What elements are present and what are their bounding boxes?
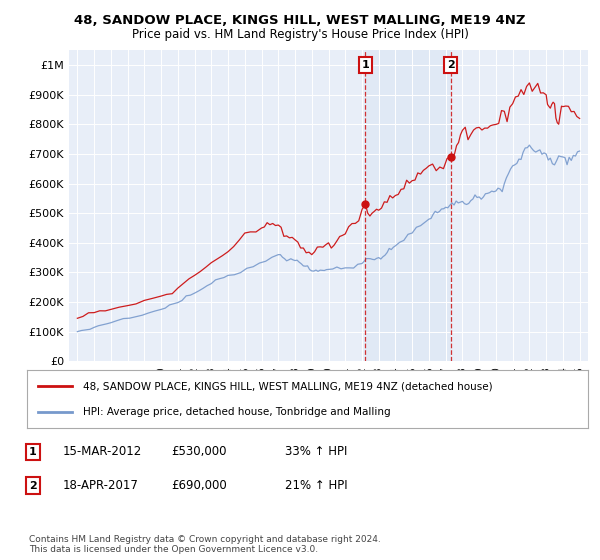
- Text: 33% ↑ HPI: 33% ↑ HPI: [285, 445, 347, 459]
- Text: 2: 2: [447, 60, 455, 70]
- Text: 1: 1: [29, 447, 37, 457]
- Text: 2: 2: [29, 480, 37, 491]
- Text: Contains HM Land Registry data © Crown copyright and database right 2024.
This d: Contains HM Land Registry data © Crown c…: [29, 535, 380, 554]
- Text: 48, SANDOW PLACE, KINGS HILL, WEST MALLING, ME19 4NZ: 48, SANDOW PLACE, KINGS HILL, WEST MALLI…: [74, 14, 526, 27]
- Text: 21% ↑ HPI: 21% ↑ HPI: [285, 479, 347, 492]
- Text: £690,000: £690,000: [171, 479, 227, 492]
- Text: Price paid vs. HM Land Registry's House Price Index (HPI): Price paid vs. HM Land Registry's House …: [131, 28, 469, 41]
- Text: 18-APR-2017: 18-APR-2017: [63, 479, 139, 492]
- Text: 15-MAR-2012: 15-MAR-2012: [63, 445, 142, 459]
- Text: 1: 1: [362, 60, 370, 70]
- Text: HPI: Average price, detached house, Tonbridge and Malling: HPI: Average price, detached house, Tonb…: [83, 407, 391, 417]
- Text: 48, SANDOW PLACE, KINGS HILL, WEST MALLING, ME19 4NZ (detached house): 48, SANDOW PLACE, KINGS HILL, WEST MALLI…: [83, 381, 493, 391]
- Text: £530,000: £530,000: [171, 445, 227, 459]
- Bar: [365, 50, 451, 361]
